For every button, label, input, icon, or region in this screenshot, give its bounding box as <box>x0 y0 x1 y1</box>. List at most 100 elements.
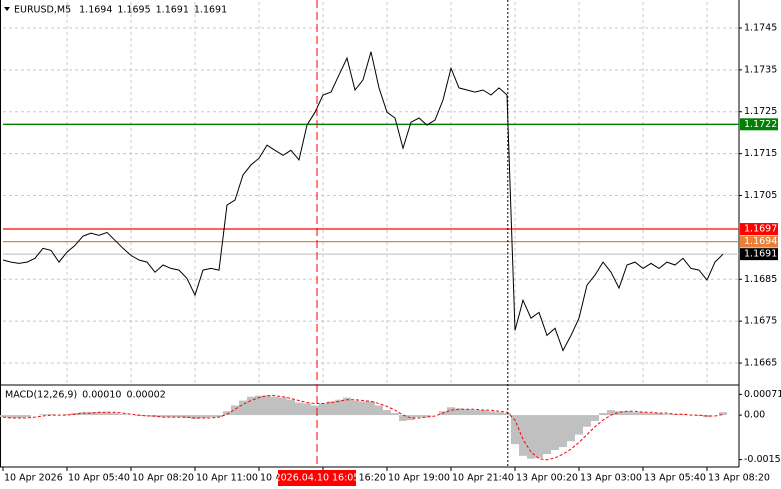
symbol: EURUSD,M5 <box>14 5 71 16</box>
macd-bar <box>631 412 639 416</box>
macd-bar <box>79 412 87 416</box>
ohlc-value: 1.1691 <box>194 5 227 16</box>
macd-bar <box>623 411 631 416</box>
menu-triangle <box>4 7 10 11</box>
x-tick-label: 10 Apr 05:40 <box>68 473 130 484</box>
x-tick-label: 10 Apr 11:00 <box>196 473 258 484</box>
macd-bar <box>87 412 95 416</box>
macd-bar <box>551 415 559 450</box>
macd-bar <box>239 400 247 416</box>
macd-bar <box>463 409 471 416</box>
y-tick-label: 1.1665 <box>744 358 777 369</box>
level-label-bg <box>740 248 778 261</box>
macd-bar <box>367 401 375 416</box>
macd-bar <box>175 415 183 418</box>
y-tick-label: 1.1715 <box>744 148 777 159</box>
macd-bar <box>639 412 647 416</box>
x-tick-label: 13 Apr 05:40 <box>644 473 706 484</box>
level-label-bg <box>740 235 778 248</box>
macd-bar <box>415 415 423 418</box>
macd-bar <box>255 395 263 416</box>
macd-bar <box>199 415 207 418</box>
macd-bar <box>399 415 407 421</box>
level-label: 1.1694 <box>744 236 777 247</box>
y-tick-label: 0.00071 <box>744 389 781 400</box>
macd-bar <box>455 408 463 416</box>
macd-bar <box>159 415 167 418</box>
macd-bar <box>215 415 223 418</box>
macd-bar <box>103 412 111 416</box>
macd-bar <box>591 415 599 421</box>
indicator-title: MACD(12,26,9) <box>5 390 77 401</box>
macd-bar <box>559 415 567 448</box>
ohlc-value: 1.1695 <box>117 5 150 16</box>
macd-bar <box>39 414 47 416</box>
ohlc-value: 1.1694 <box>79 5 112 16</box>
macd-bar <box>311 405 319 416</box>
macd-bar <box>183 415 191 418</box>
x-tick-label: 10 Apr 19:00 <box>388 473 450 484</box>
macd-bar <box>663 414 671 416</box>
macd-bar <box>719 412 727 416</box>
macd-bar <box>351 400 359 416</box>
x-tick-label: 13 Apr 03:00 <box>580 473 642 484</box>
macd-bar <box>359 401 367 416</box>
macd-bar <box>303 403 311 416</box>
level-label: 1.1722 <box>744 119 777 130</box>
macd-bar <box>599 413 607 416</box>
macd-bar <box>647 413 655 416</box>
macd-bar <box>279 397 287 416</box>
macd-bar <box>503 413 511 416</box>
indicator-value: 0.00010 <box>82 390 121 401</box>
macd-bar <box>143 415 151 416</box>
macd-bar <box>423 415 431 418</box>
macd-bar <box>263 395 271 416</box>
y-tick-label: 1.1675 <box>744 316 777 327</box>
macd-bar <box>23 415 31 418</box>
level-label: 1.1697 <box>744 224 777 235</box>
macd-bar <box>207 415 215 418</box>
macd-bar <box>535 415 543 458</box>
price-line <box>2 51 724 352</box>
level-label-bg <box>740 118 778 131</box>
level-label: 1.1691 <box>744 249 777 260</box>
macd-bar <box>607 410 615 416</box>
macd-bar <box>679 414 687 416</box>
macd-bar <box>247 396 255 416</box>
macd-bar <box>447 407 455 416</box>
x-tick-label: 10 Apr 2026 <box>4 473 63 484</box>
macd-bar <box>295 402 303 416</box>
macd-bar <box>583 415 591 427</box>
macd-bar <box>511 415 519 445</box>
macd-bar <box>615 411 623 416</box>
macd-bar <box>335 399 343 416</box>
macd-bar <box>223 411 231 416</box>
indicator-value: 0.00002 <box>126 390 165 401</box>
level-label-bg <box>740 223 778 236</box>
macd-bar <box>519 415 527 456</box>
macd-bar <box>383 410 391 416</box>
macd-bar <box>287 399 295 416</box>
macd-bar <box>119 414 127 416</box>
macd-bar <box>391 413 399 416</box>
macd-bar <box>343 397 351 416</box>
macd-bar <box>191 415 199 419</box>
x-tick-label: 10 Apr 08:20 <box>132 473 194 484</box>
macd-bar <box>487 411 495 416</box>
macd-bar <box>479 410 487 416</box>
y-tick-label: 1.1725 <box>744 106 777 117</box>
x-tick-label: 13 Apr 08:20 <box>708 473 770 484</box>
macd-bar <box>567 415 575 442</box>
y-tick-label: 1.1735 <box>744 64 777 75</box>
y-tick-label: 1.1685 <box>744 274 777 285</box>
macd-bar <box>575 415 583 435</box>
macd-bar <box>407 415 415 421</box>
macd-bar <box>495 412 503 416</box>
macd-bar <box>0 415 7 418</box>
macd-bar <box>7 415 15 418</box>
macd-bar <box>95 412 103 416</box>
macd-bar <box>47 414 55 416</box>
macd-bar <box>543 415 551 455</box>
